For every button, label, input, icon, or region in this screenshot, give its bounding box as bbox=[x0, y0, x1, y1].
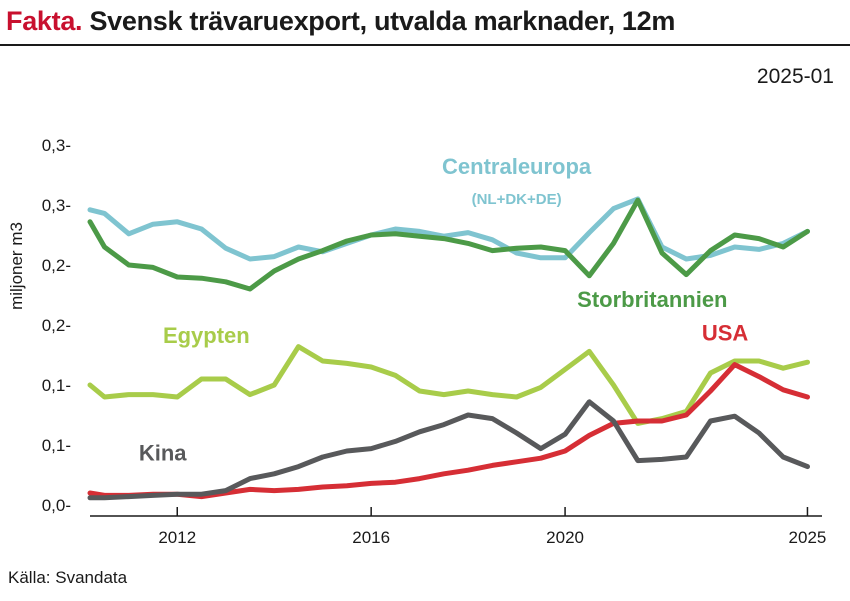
x-tick-label: 2025 bbox=[789, 528, 827, 547]
y-tick-label: 0,3- bbox=[42, 136, 71, 155]
series-label-storbritannien: Storbritannien bbox=[577, 287, 727, 312]
y-tick-label: 0,3- bbox=[42, 196, 71, 215]
y-tick-label: 0,2- bbox=[42, 256, 71, 275]
chart-series-labels: Centraleuropa (NL+DK+DE) Storbritannien Egy… bbox=[139, 154, 749, 466]
series-line-centraleuropa bbox=[87, 196, 810, 262]
date-label: 2025-01 bbox=[757, 65, 834, 88]
series-label-usa: USA bbox=[702, 321, 749, 346]
series-label-kina: Kina bbox=[139, 441, 187, 466]
y-tick-label: 0,2- bbox=[42, 316, 71, 335]
y-tick-label: 0,1- bbox=[42, 376, 71, 395]
header-kicker: Fakta. bbox=[6, 6, 83, 36]
x-tick-label: 2012 bbox=[158, 528, 196, 547]
y-tick-label: 0,1- bbox=[42, 436, 71, 455]
chart-series bbox=[87, 196, 810, 501]
y-tick-label: 0,0- bbox=[42, 496, 71, 515]
y-axis-title: miljoner m3 bbox=[7, 222, 26, 310]
series-line-storbritannien bbox=[87, 197, 810, 292]
x-tick-label: 2016 bbox=[352, 528, 390, 547]
series-label-egypten: Egypten bbox=[163, 323, 250, 348]
title-rule bbox=[0, 44, 850, 46]
series-label-centraleuropa: Centraleuropa bbox=[442, 154, 592, 179]
series-line-egypten bbox=[87, 344, 810, 426]
chart-title: Svensk trävaruexport, utvalda marknader,… bbox=[89, 6, 676, 36]
series-line-kina bbox=[87, 399, 810, 501]
chart-header: Fakta. Svensk trävaruexport, utvalda mar… bbox=[6, 6, 675, 37]
chart-axes: 0,0- 0,1- 0,1- 0,2- 0,2- 0,3- 0,3- 2012 2016 2020… bbox=[7, 65, 834, 547]
series-sublabel-centraleuropa: (NL+DK+DE) bbox=[472, 191, 562, 208]
source-note: Källa: Svandata bbox=[8, 568, 128, 587]
x-tick-label: 2020 bbox=[546, 528, 584, 547]
